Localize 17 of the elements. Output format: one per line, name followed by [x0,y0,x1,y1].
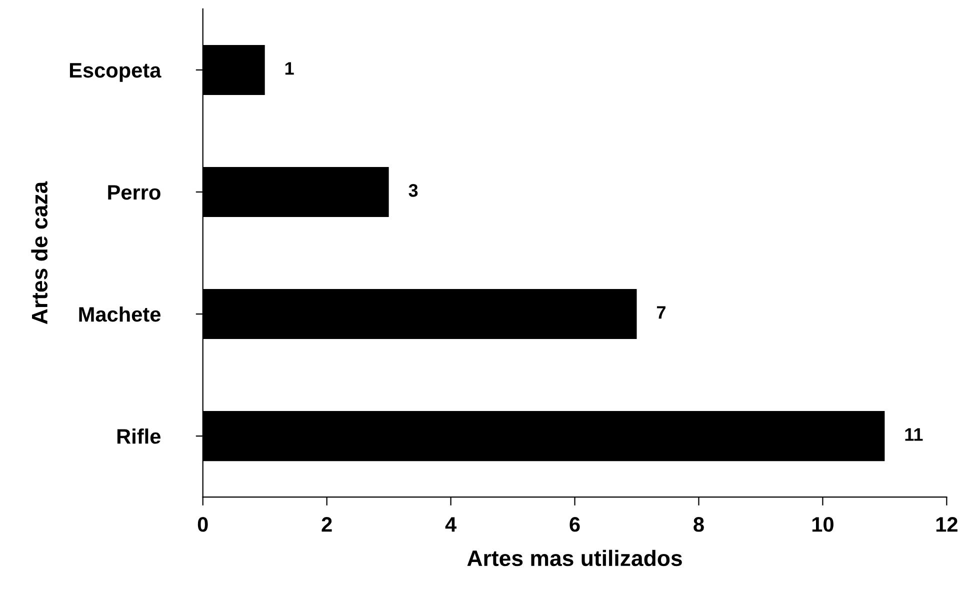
x-axis-title: Artes mas utilizados [467,550,682,566]
data-label: 11 [905,428,923,441]
x-tick-label: 6 [570,517,580,532]
y-tick-label: Rifle [117,428,160,444]
y-tick-label: Perro [108,185,160,200]
y-tick-label: Machete [79,306,160,322]
y-axis-title: Artes de caza [31,181,48,324]
x-tick-label: 10 [812,517,834,532]
y-tick-label: Escopeta [70,63,162,82]
x-tick-label: 2 [322,517,332,532]
x-tick-label: 4 [445,517,456,532]
data-label: 1 [285,62,294,75]
x-tick-label: 8 [694,517,704,532]
x-tick-label: 0 [198,517,208,532]
x-tick-label: 12 [936,517,958,532]
data-label: 7 [656,306,666,319]
data-label: 3 [408,184,418,197]
